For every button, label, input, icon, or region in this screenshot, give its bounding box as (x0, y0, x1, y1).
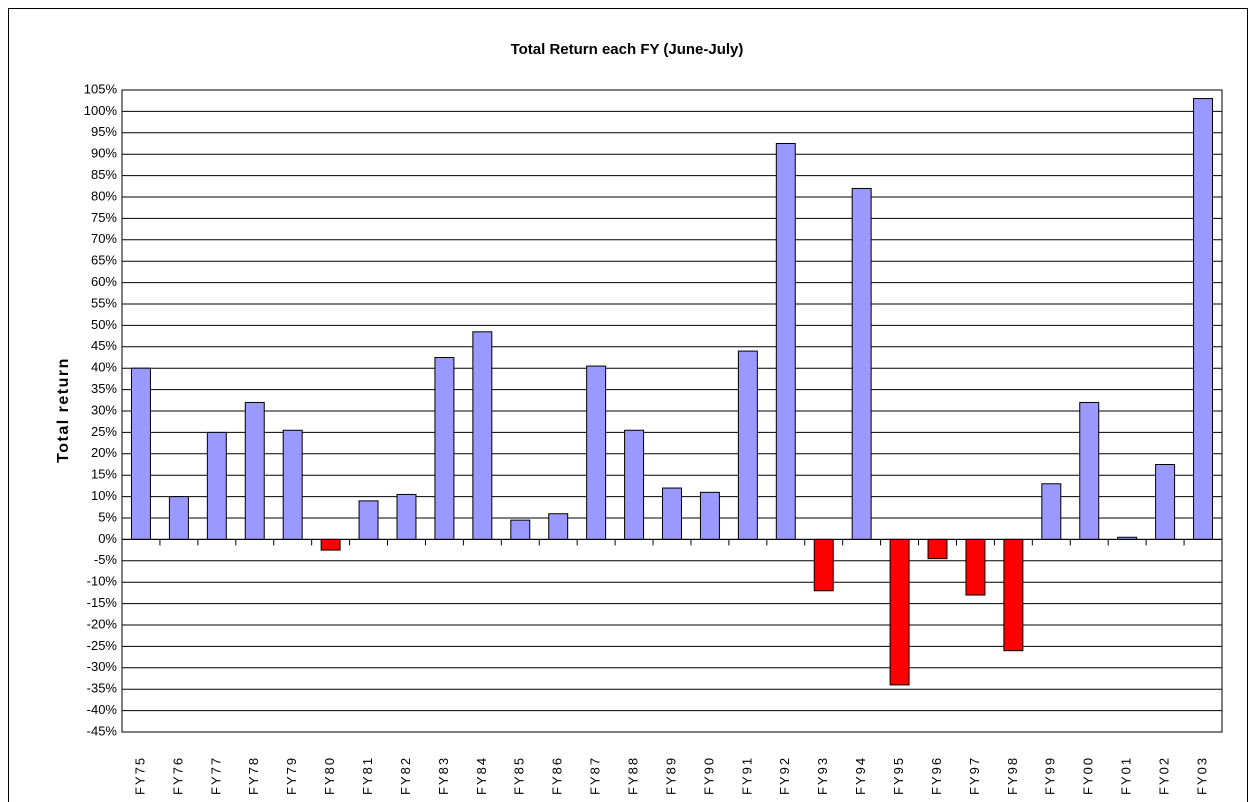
bar (889, 538, 910, 686)
y-tick-label: 55% (91, 295, 117, 310)
plot-frame (121, 89, 1223, 733)
y-tick-label: -10% (87, 574, 118, 589)
y-tick-label: 100% (84, 103, 118, 118)
bar (168, 496, 189, 540)
bar (130, 367, 151, 540)
bar (1155, 464, 1176, 540)
bar (1041, 483, 1062, 540)
y-axis-label: Total return (55, 357, 72, 463)
chart-title: Total Return each FY (June-July) (511, 41, 744, 58)
x-tick-label: FY78 (246, 756, 261, 795)
x-tick-label: FY03 (1194, 756, 1209, 795)
x-tick-label: FY00 (1081, 756, 1096, 795)
x-tick-label: FY77 (208, 756, 223, 795)
bar (396, 493, 417, 540)
y-tick-label: 70% (91, 231, 117, 246)
y-tick-label: 10% (91, 488, 117, 503)
y-tick-label: 90% (91, 146, 117, 161)
y-tick-label: 75% (91, 210, 117, 225)
y-tick-label: 95% (91, 124, 117, 139)
x-tick-label: FY85 (512, 756, 527, 795)
bar (1079, 401, 1100, 540)
bar (282, 429, 303, 540)
x-tick-label: FY90 (701, 756, 716, 795)
chart-frame (8, 8, 1248, 802)
x-tick-label: FY88 (626, 756, 641, 795)
bar (662, 487, 682, 540)
bar (510, 519, 531, 540)
x-tick-label: FY97 (967, 756, 982, 795)
y-tick-label: -25% (87, 638, 118, 653)
y-tick-label: 65% (91, 253, 117, 268)
y-tick-label: 80% (91, 188, 117, 203)
x-tick-label: FY79 (284, 756, 299, 795)
y-tick-label: 60% (91, 274, 117, 289)
bar (206, 431, 227, 540)
y-tick-label: 15% (91, 467, 117, 482)
x-tick-label: FY84 (474, 756, 489, 795)
bar (1003, 538, 1024, 652)
y-tick-label: 5% (98, 509, 117, 524)
y-tick-label: 30% (91, 402, 117, 417)
bar (320, 538, 341, 551)
y-tick-label: 45% (91, 338, 117, 353)
y-tick-label: -5% (94, 552, 118, 567)
bar (358, 500, 379, 540)
y-tick-label: -30% (87, 659, 118, 674)
x-tick-label: FY92 (777, 756, 792, 795)
x-tick-label: FY96 (929, 756, 944, 795)
bar (965, 538, 986, 596)
bar (586, 365, 607, 540)
x-tick-label: FY81 (360, 756, 375, 795)
x-tick-label: FY80 (322, 756, 337, 795)
y-tick-label: -40% (87, 702, 118, 717)
x-tick-label: FY83 (436, 756, 451, 795)
y-tick-label: 25% (91, 424, 117, 439)
bar (699, 491, 720, 540)
x-tick-label: FY93 (815, 756, 830, 795)
x-tick-label: FY94 (853, 756, 868, 795)
y-tick-label: -35% (87, 681, 118, 696)
bar (775, 143, 796, 540)
bar (851, 187, 872, 540)
bar (548, 513, 569, 540)
y-tick-label: 50% (91, 317, 117, 332)
x-tick-label: FY99 (1043, 756, 1058, 795)
y-tick-label: -15% (87, 595, 118, 610)
bar (624, 429, 645, 540)
y-tick-label: 85% (91, 167, 117, 182)
x-tick-label: FY76 (170, 756, 185, 795)
bar (434, 357, 455, 540)
x-tick-label: FY86 (550, 756, 565, 795)
y-tick-label: 105% (84, 81, 118, 96)
bar (927, 538, 948, 560)
y-tick-label: 20% (91, 445, 117, 460)
y-tick-label: 0% (98, 531, 117, 546)
bar (737, 350, 758, 540)
y-tick-label: -20% (87, 616, 118, 631)
x-tick-label: FY89 (663, 756, 678, 795)
x-tick-label: FY87 (588, 756, 603, 795)
x-tick-label: FY95 (891, 756, 906, 795)
x-tick-label: FY98 (1005, 756, 1020, 795)
y-tick-label: 40% (91, 360, 117, 375)
bar (472, 331, 493, 540)
bar (244, 401, 265, 540)
x-tick-label: FY75 (132, 756, 147, 795)
x-tick-label: FY01 (1119, 756, 1134, 795)
y-tick-label: 35% (91, 381, 117, 396)
x-tick-label: FY91 (739, 756, 754, 795)
y-tick-label: -45% (87, 723, 118, 738)
bar (1193, 98, 1214, 540)
x-tick-label: FY02 (1157, 756, 1172, 795)
bar (813, 538, 834, 592)
x-tick-label: FY82 (398, 756, 413, 795)
